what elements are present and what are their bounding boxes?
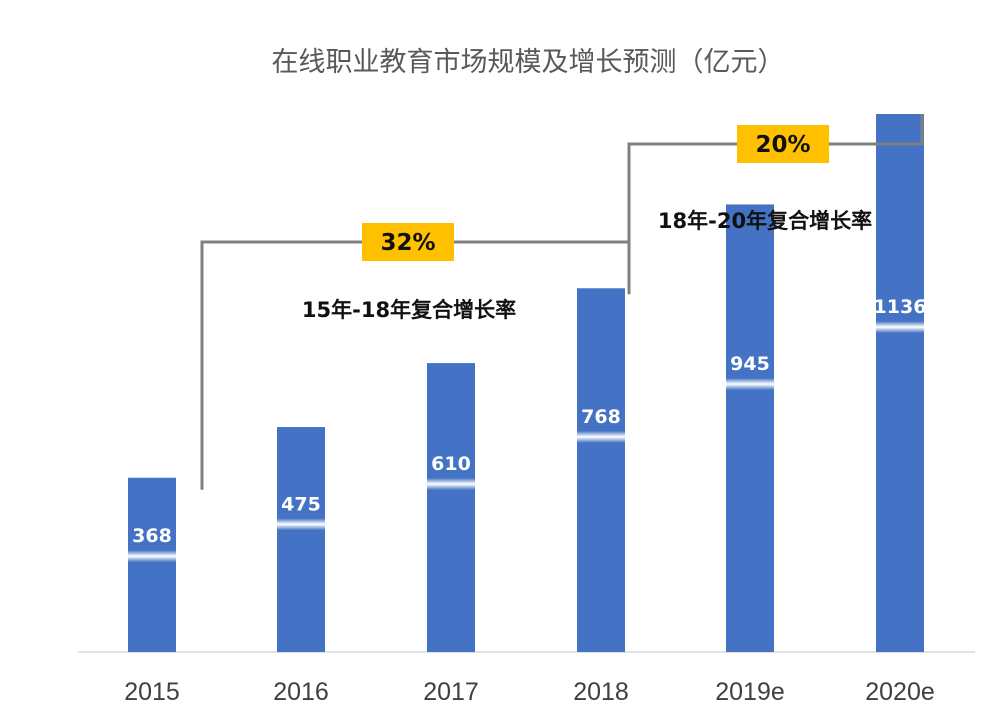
bar-2019e — [726, 204, 774, 652]
growth-bracket — [200, 240, 631, 490]
bar-2020e — [876, 113, 924, 652]
data-label: 475 — [281, 493, 321, 515]
x-tick-label: 2020e — [865, 678, 935, 706]
growth-rate-value: 32% — [380, 230, 435, 256]
growth-rate-value: 20% — [755, 132, 810, 158]
growth-rate-badge — [737, 125, 829, 163]
bar-highlight — [427, 477, 475, 490]
bar-2017 — [427, 363, 475, 652]
bar-highlight — [876, 321, 924, 334]
growth-rate-label: 15年-18年复合增长率 — [302, 298, 516, 322]
growth-rate-label: 18年-20年复合增长率 — [658, 209, 872, 233]
bar-highlight — [277, 518, 325, 531]
bar-2016 — [277, 427, 325, 652]
x-tick-label: 2019e — [715, 678, 785, 706]
annotation-group: 32% 15年-18年复合增长率 20% 18年-20年复合增长率 — [200, 113, 924, 490]
growth-rate-badge — [362, 223, 454, 261]
data-label: 610 — [431, 453, 471, 475]
bar-highlight — [128, 550, 176, 563]
x-tick-label: 2017 — [423, 678, 479, 706]
bar-group: 368 475 610 768 945 1136 — [128, 113, 927, 652]
data-label: 768 — [581, 406, 621, 428]
x-tick-group: 2015 2016 2017 2018 2019e 2020e — [124, 678, 935, 706]
bar-2015 — [128, 477, 176, 652]
bar-highlight — [577, 430, 625, 443]
x-tick-label: 2015 — [124, 678, 180, 706]
chart-title: 在线职业教育市场规模及增长预测（亿元） — [272, 47, 785, 78]
bar-highlight — [726, 378, 774, 391]
x-tick-label: 2018 — [573, 678, 629, 706]
x-tick-label: 2016 — [273, 678, 329, 706]
data-label: 368 — [132, 525, 172, 547]
bar-2018 — [577, 288, 625, 652]
data-label: 1136 — [874, 296, 927, 318]
data-label: 945 — [730, 353, 770, 375]
